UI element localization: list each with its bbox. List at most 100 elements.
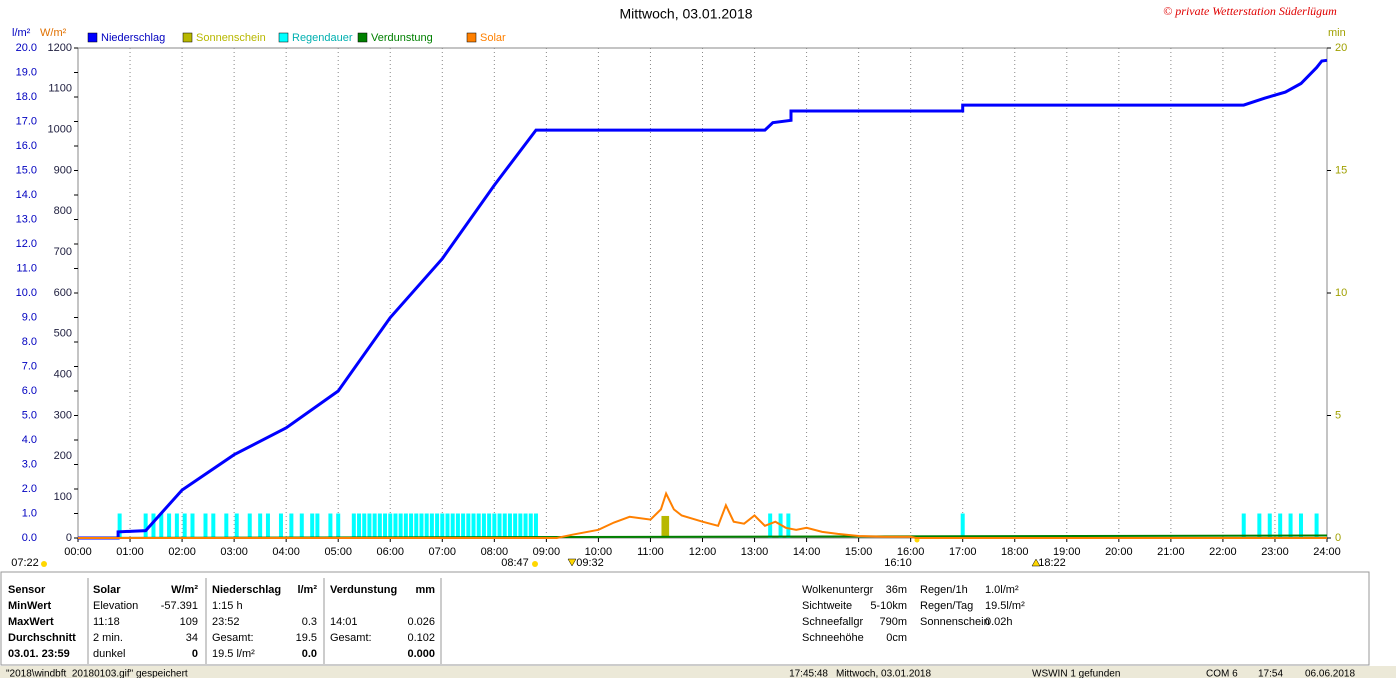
stats-cell: 19.5	[296, 632, 317, 644]
stats-cell: 0	[192, 648, 198, 660]
x-tick-label: 19:00	[1053, 546, 1081, 558]
bar	[372, 513, 377, 538]
bar	[409, 513, 414, 538]
stats-cell: 2 min.	[93, 632, 123, 644]
x-tick-label: 15:00	[845, 546, 873, 558]
bar	[450, 513, 455, 538]
bar	[513, 513, 518, 538]
info-value: 0cm	[886, 632, 907, 644]
y-tick-label: 4.0	[22, 434, 37, 446]
bar	[328, 513, 333, 538]
x-tick-label: 06:00	[376, 546, 404, 558]
bar	[367, 513, 372, 538]
y-tick-label: 18.0	[16, 91, 37, 103]
x-tick-label: 16:00	[897, 546, 925, 558]
info-value: 19.5l/m²	[985, 600, 1025, 612]
bar	[310, 513, 315, 538]
bar	[424, 513, 429, 538]
x-tick-label: 02:00	[168, 546, 196, 558]
bar	[665, 515, 670, 538]
status-text: 17:54	[1258, 669, 1283, 678]
bar	[351, 513, 356, 538]
info-label: Sichtweite	[802, 600, 852, 612]
moon-marker	[1031, 558, 1041, 567]
x-tick-label: 24:00	[1313, 546, 1341, 558]
y2-tick-label: 1200	[48, 42, 72, 54]
bar	[377, 513, 382, 538]
info-value: 790m	[879, 616, 907, 628]
bar	[1257, 513, 1262, 538]
bar	[224, 513, 229, 538]
stats-cell: 23:52	[212, 616, 240, 628]
y3-tick-label: 0	[1335, 532, 1341, 544]
y2-tick-label: 500	[54, 328, 72, 340]
bar	[167, 513, 172, 538]
info-label: Regen/Tag	[920, 600, 973, 612]
legend-swatch	[357, 32, 368, 43]
x-tick-label: 09:00	[533, 546, 561, 558]
status-text: 17:45:48	[789, 669, 828, 678]
legend-label: Verdunstung	[371, 32, 433, 44]
bar	[265, 513, 270, 538]
bar	[151, 513, 156, 538]
y-tick-label: 20.0	[16, 42, 37, 54]
legend-swatch	[278, 32, 289, 43]
bar	[190, 513, 195, 538]
y-tick-label: 11.0	[16, 262, 37, 274]
bar	[234, 513, 239, 538]
bar	[289, 513, 294, 538]
x-tick-label: 20:00	[1105, 546, 1133, 558]
bar	[533, 513, 538, 538]
bar	[315, 513, 320, 538]
stats-cell: 0.0	[302, 648, 317, 660]
y2-tick-label: 600	[54, 287, 72, 299]
stats-panel	[0, 571, 1370, 666]
x-tick-label: 23:00	[1261, 546, 1289, 558]
x-tick-label: 14:00	[793, 546, 821, 558]
bar	[786, 513, 791, 538]
x-tick-label: 11:00	[637, 546, 664, 558]
y3-tick-label: 10	[1335, 287, 1347, 299]
bar	[1298, 513, 1303, 538]
bar	[117, 513, 122, 538]
stats-cell: -57.391	[161, 600, 198, 612]
x-tick-label: 17:00	[949, 546, 977, 558]
bar	[383, 513, 388, 538]
x-tick-label: 07:00	[429, 546, 457, 558]
bar	[419, 513, 424, 538]
bar	[203, 513, 208, 538]
stats-cell: Niederschlag	[212, 584, 281, 596]
info-label: Regen/1h	[920, 584, 968, 596]
line	[78, 490, 1327, 539]
stats-cell: mm	[415, 584, 435, 596]
status-bar	[0, 666, 1396, 678]
stats-cell: 14:01	[330, 616, 358, 628]
legend-label: Regendauer	[292, 32, 353, 44]
bar	[388, 513, 393, 538]
x-tick-label: 21:00	[1157, 546, 1185, 558]
bar	[476, 513, 481, 538]
x-tick-label: 12:00	[689, 546, 717, 558]
x-tick-label: 03:00	[220, 546, 248, 558]
bar	[159, 513, 164, 538]
x-tick-label: 13:00	[741, 546, 769, 558]
bar	[1241, 513, 1246, 538]
y-axis-unit: l/m²	[12, 27, 31, 39]
stats-cell: 109	[180, 616, 198, 628]
stats-cell: Verdunstung	[330, 584, 397, 596]
bar	[182, 513, 187, 538]
stats-cell: MinWert	[8, 600, 52, 612]
stats-cell: Gesamt:	[330, 632, 372, 644]
line	[78, 58, 1328, 540]
x-tick-label: 10:00	[585, 546, 613, 558]
legend-swatch	[466, 32, 477, 43]
stats-cell: 0.000	[407, 648, 435, 660]
bar	[455, 513, 460, 538]
stats-cell: Solar	[93, 584, 121, 596]
annotation: 18:22	[1038, 557, 1066, 569]
y-tick-label: 1.0	[22, 507, 37, 519]
legend-swatch	[87, 32, 98, 43]
bar	[440, 513, 445, 538]
y-tick-label: 8.0	[22, 336, 37, 348]
bar	[1278, 513, 1283, 538]
